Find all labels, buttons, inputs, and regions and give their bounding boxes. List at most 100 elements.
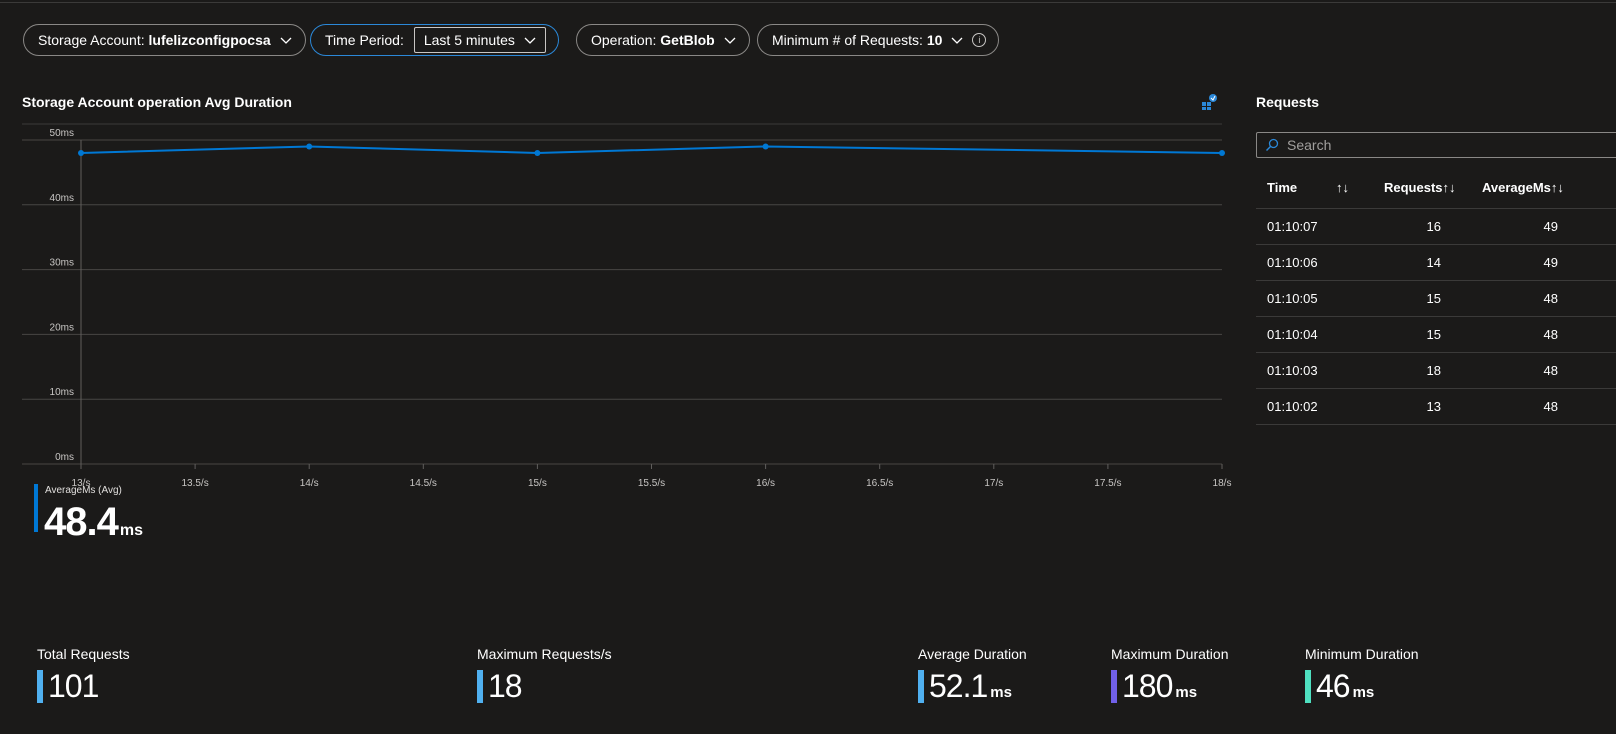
x-tick-label: 16/s [756, 478, 775, 489]
stat-min-duration: Minimum Duration 46 ms [1305, 646, 1419, 711]
table-row[interactable]: 01:10:07 16 49 [1256, 208, 1616, 244]
chevron-down-icon [724, 37, 736, 44]
time-period-filter[interactable]: Time Period: Last 5 minutes [310, 24, 559, 56]
avg-duration-line-chart: 0ms 10ms 20ms 30ms 40ms 50ms 13/s 13.5/s 14/s 14.… [22, 123, 1232, 489]
time-period-dropdown[interactable]: Last 5 minutes [413, 27, 546, 53]
column-header-requests-label: Requests [1384, 180, 1443, 195]
stat-value: 46 ms [1305, 668, 1419, 711]
cell-requests: 15 [1426, 291, 1441, 306]
stat-number: 46 [1316, 668, 1351, 704]
operation-label: Operation: [591, 32, 657, 48]
legend-number: 48.4 [44, 500, 119, 544]
cell-time: 01:10:06 [1267, 255, 1318, 270]
stat-max-requests: Maximum Requests/s 18 [477, 646, 612, 704]
min-requests-filter[interactable]: Minimum # of Requests: 10 i [757, 24, 1000, 56]
table-row[interactable]: 01:10:02 13 48 [1256, 388, 1616, 425]
cell-averagems: 48 [1543, 363, 1558, 378]
stat-label: Minimum Duration [1305, 646, 1419, 662]
stat-unit: ms [1352, 684, 1375, 701]
stat-value: 18 [477, 668, 612, 704]
stat-number: 18 [488, 668, 523, 704]
legend-label: AverageMs (Avg) [45, 485, 122, 496]
table-row[interactable]: 01:10:04 15 48 [1256, 316, 1616, 352]
cell-averagems: 48 [1543, 291, 1558, 306]
requests-title: Requests [1256, 94, 1320, 110]
cell-averagems: 49 [1543, 219, 1558, 234]
stat-value: 52.1 ms [918, 668, 1027, 711]
y-tick-label: 20ms [50, 322, 74, 333]
time-period-value: Last 5 minutes [423, 32, 515, 48]
cell-time: 01:10:03 [1267, 363, 1318, 378]
cell-requests: 15 [1426, 327, 1441, 342]
column-header-averagems[interactable]: AverageMs↑↓ [1482, 180, 1564, 195]
stat-number: 101 [48, 668, 99, 704]
stat-unit: ms [1175, 684, 1198, 701]
x-tick-label: 13/s [72, 478, 91, 489]
sort-icon: ↑↓ [1550, 180, 1564, 195]
column-header-requests[interactable]: Requests↑↓ [1384, 180, 1456, 195]
chevron-down-icon [524, 37, 536, 44]
legend-value: 48.4 ms [44, 500, 143, 553]
time-period-label: Time Period: [325, 32, 404, 48]
series-line [80, 145, 1223, 154]
cell-requests: 14 [1426, 255, 1441, 270]
y-tick-label: 40ms [50, 193, 74, 204]
operation-value: GetBlob [660, 32, 715, 48]
column-header-averagems-label: AverageMs [1482, 180, 1551, 195]
sort-icon: ↑↓ [1442, 180, 1456, 195]
operation-filter[interactable]: Operation: GetBlob [576, 24, 750, 56]
table-row[interactable]: 01:10:03 18 48 [1256, 352, 1616, 388]
search-input[interactable] [1285, 136, 1609, 154]
cell-averagems: 48 [1543, 399, 1558, 414]
stat-number: 52.1 [929, 668, 988, 704]
y-tick-label: 30ms [50, 258, 74, 269]
table-row[interactable]: 01:10:06 14 49 [1256, 244, 1616, 280]
cell-time: 01:10:05 [1267, 291, 1318, 306]
stat-value: 101 [37, 668, 130, 704]
legend-unit: ms [119, 522, 143, 539]
stat-avg-duration: Average Duration 52.1 ms [918, 646, 1027, 711]
info-icon[interactable]: i [972, 33, 987, 47]
chart-title: Storage Account operation Avg Duration [22, 94, 292, 110]
legend-color-bar [34, 484, 38, 532]
storage-account-label: Storage Account: [38, 32, 145, 48]
min-requests-value: 10 [926, 32, 943, 48]
data-point [762, 143, 769, 150]
pin-to-dashboard-icon[interactable] [1201, 94, 1217, 110]
stat-max-duration: Maximum Duration 180 ms [1111, 646, 1228, 711]
search-icon [1265, 138, 1279, 152]
storage-account-filter[interactable]: Storage Account: lufelizconfigpocsa [23, 24, 306, 56]
data-point [534, 149, 541, 156]
x-tick-label: 14.5/s [410, 478, 437, 489]
x-tick-label: 14/s [300, 478, 319, 489]
cell-requests: 16 [1426, 219, 1441, 234]
stat-number: 180 [1122, 668, 1173, 704]
min-requests-label: Minimum # of Requests: [772, 32, 923, 48]
stat-value: 180 ms [1111, 668, 1228, 711]
storage-account-value: lufelizconfigpocsa [148, 32, 271, 48]
requests-table-body: 01:10:07 16 49 01:10:06 14 49 01:10:05 15 48 0… [1256, 208, 1616, 425]
cell-averagems: 49 [1543, 255, 1558, 270]
x-tick-label: 15.5/s [638, 478, 665, 489]
stat-label: Total Requests [37, 646, 130, 662]
x-tick-label: 17.5/s [1094, 478, 1121, 489]
x-tick-label: 16.5/s [866, 478, 893, 489]
cell-time: 01:10:07 [1267, 219, 1318, 234]
x-tick-label: 18/s [1213, 478, 1232, 489]
y-tick-label: 10ms [50, 387, 74, 398]
table-row[interactable]: 01:10:05 15 48 [1256, 280, 1616, 316]
stat-unit: ms [990, 684, 1012, 701]
column-header-time[interactable]: Time [1267, 180, 1298, 195]
cell-time: 01:10:02 [1267, 399, 1318, 414]
sort-icon[interactable]: ↑↓ [1336, 180, 1349, 195]
stat-total-requests: Total Requests 101 [37, 646, 130, 704]
chevron-down-icon [280, 37, 292, 44]
stat-label: Maximum Duration [1111, 646, 1229, 662]
y-tick-label: 50ms [50, 128, 74, 139]
requests-table-header: Time ↑↓ Requests↑↓ AverageMs↑↓ [1256, 170, 1616, 206]
x-tick-label: 13.5/s [181, 478, 208, 489]
search-box[interactable] [1256, 132, 1616, 158]
chevron-down-icon [951, 37, 963, 44]
stat-label: Maximum Requests/s [477, 646, 612, 662]
cell-averagems: 48 [1543, 327, 1558, 342]
